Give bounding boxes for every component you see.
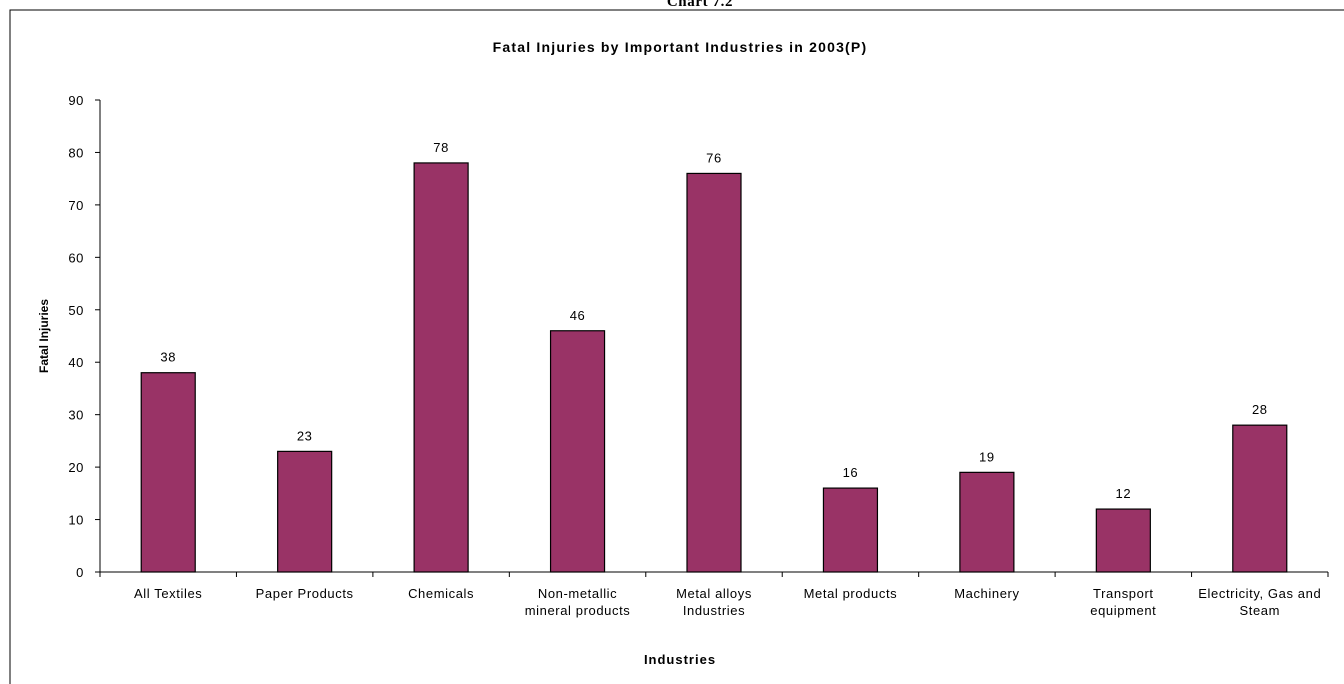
y-tick-label: 50 (68, 303, 84, 318)
x-tick-label: Chemicals (408, 586, 474, 601)
y-tick-label: 40 (68, 355, 84, 370)
y-axis-label: Fatal Injuries (37, 299, 51, 373)
bar (549, 330, 606, 573)
chart-border (9, 9, 1344, 684)
data-label: 38 (160, 350, 176, 365)
data-label: 12 (1115, 486, 1131, 501)
bar (686, 172, 742, 573)
y-tick-label: 10 (68, 513, 84, 528)
chart-title: Fatal Injuries by Important Industries i… (493, 39, 868, 55)
y-tick-label: 0 (76, 565, 84, 580)
bar (822, 487, 879, 573)
x-tick-label: Metal products (804, 586, 898, 601)
x-tick-label: Metal alloys Industries (676, 586, 752, 618)
data-label: 46 (570, 308, 586, 323)
x-tick-label: Transport equipment (1090, 586, 1156, 618)
data-label: 76 (706, 150, 722, 165)
x-tick-label: Non-metallic mineral products (525, 586, 631, 618)
data-label: 78 (433, 140, 449, 155)
caption: Chart 7.2 (667, 0, 733, 10)
y-tick-label: 60 (68, 250, 84, 265)
bar (413, 162, 469, 573)
x-tick-label: All Textiles (134, 586, 202, 601)
y-tick-label: 80 (68, 145, 84, 160)
data-label: 19 (979, 449, 995, 464)
bar (277, 450, 333, 573)
y-tick-label: 30 (68, 408, 84, 423)
bar (1232, 424, 1288, 573)
x-tick-label: Electricity, Gas and Steam (1198, 586, 1321, 618)
y-tick-label: 90 (68, 93, 84, 108)
y-tick-label: 20 (68, 460, 84, 475)
bar (1095, 508, 1151, 573)
data-label: 23 (297, 428, 313, 443)
x-tick-label: Machinery (954, 586, 1019, 601)
x-axis-label: Industries (644, 652, 716, 667)
data-label: 28 (1252, 402, 1268, 417)
y-tick-label: 70 (68, 198, 84, 213)
bar (959, 471, 1015, 573)
x-tick-label: Paper Products (256, 586, 354, 601)
data-label: 16 (843, 465, 859, 480)
bar (140, 372, 196, 573)
